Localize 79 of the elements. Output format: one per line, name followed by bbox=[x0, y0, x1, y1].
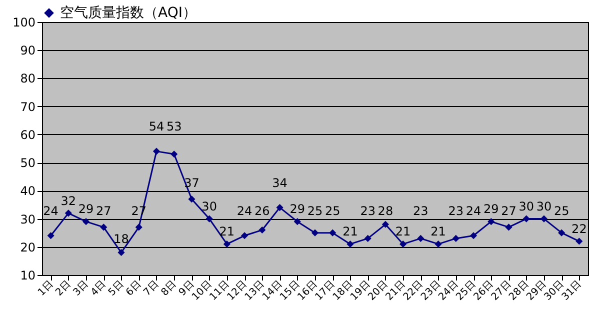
data-label: 24 bbox=[43, 204, 58, 218]
point bbox=[170, 150, 178, 158]
point bbox=[364, 234, 372, 242]
data-label: 21 bbox=[219, 224, 235, 239]
point bbox=[258, 226, 266, 234]
point bbox=[276, 204, 284, 212]
data-label: 27 bbox=[501, 204, 516, 218]
point bbox=[64, 210, 72, 217]
y-tick-label: 10 bbox=[20, 268, 36, 282]
x-tick-label: 1日 bbox=[36, 278, 56, 298]
point bbox=[488, 218, 495, 226]
x-tick-label: 5日 bbox=[106, 278, 126, 298]
point bbox=[540, 215, 548, 222]
point bbox=[135, 224, 142, 231]
point bbox=[152, 148, 160, 155]
data-label: 25 bbox=[324, 204, 340, 218]
point bbox=[470, 232, 478, 240]
x-tick-label: 7日 bbox=[142, 278, 162, 298]
data-label: 26 bbox=[254, 204, 270, 218]
y-tick-label: 30 bbox=[20, 212, 36, 226]
point bbox=[100, 224, 108, 231]
point bbox=[188, 196, 196, 203]
point bbox=[505, 224, 512, 231]
data-label: 18 bbox=[114, 232, 129, 246]
point bbox=[417, 234, 424, 242]
data-label: 24 bbox=[466, 204, 482, 218]
point bbox=[452, 234, 460, 242]
data-label: 29 bbox=[78, 202, 94, 216]
y-tick-label: 50 bbox=[20, 156, 36, 170]
data-label: 32 bbox=[60, 194, 76, 208]
data-label: 28 bbox=[378, 204, 394, 218]
x-tick-label: 2日 bbox=[54, 278, 74, 298]
data-label: 34 bbox=[272, 176, 288, 190]
data-label: 23 bbox=[360, 204, 376, 218]
data-label: 29 bbox=[290, 202, 306, 216]
data-label: 53 bbox=[166, 120, 182, 134]
data-label: 21 bbox=[395, 224, 411, 239]
point bbox=[576, 238, 583, 245]
data-label: 23 bbox=[448, 204, 464, 218]
data-label: 30 bbox=[518, 199, 534, 214]
point bbox=[400, 240, 407, 248]
data-label: 30 bbox=[202, 199, 217, 214]
point bbox=[118, 248, 125, 256]
data-label: 27 bbox=[96, 204, 112, 218]
point bbox=[311, 229, 319, 236]
y-tick-label: 80 bbox=[20, 72, 36, 86]
point bbox=[434, 240, 442, 248]
point bbox=[206, 215, 213, 222]
y-tick-label: 20 bbox=[20, 240, 36, 254]
data-label: 54 bbox=[148, 120, 164, 134]
point bbox=[346, 240, 354, 248]
y-tick-label: 70 bbox=[20, 100, 36, 114]
point bbox=[522, 215, 530, 222]
point bbox=[294, 218, 301, 226]
y-tick-label: 100 bbox=[12, 16, 36, 30]
data-label: 22 bbox=[572, 222, 587, 236]
point bbox=[241, 232, 248, 240]
x-tick-label: 6日 bbox=[124, 278, 144, 298]
data-label: 23 bbox=[413, 204, 428, 218]
x-tick-label: 3日 bbox=[71, 278, 91, 298]
point bbox=[47, 232, 54, 240]
data-label: 21 bbox=[342, 224, 358, 239]
x-tick-label: 8日 bbox=[159, 278, 179, 298]
x-tick-label: 4日 bbox=[89, 278, 108, 298]
data-label: 29 bbox=[483, 202, 499, 216]
point bbox=[223, 240, 230, 248]
data-label: 25 bbox=[307, 204, 323, 218]
data-label: 24 bbox=[236, 204, 252, 218]
data-label: 25 bbox=[554, 204, 570, 218]
y-tick-label: 90 bbox=[20, 44, 36, 58]
y-tick-label: 40 bbox=[20, 184, 36, 198]
point bbox=[558, 229, 566, 236]
point bbox=[82, 218, 90, 226]
data-label: 21 bbox=[430, 224, 446, 239]
y-tick-label: 60 bbox=[20, 128, 36, 142]
point bbox=[329, 229, 336, 236]
legend-label: 空气质量指数（AQI） bbox=[60, 5, 196, 21]
data-label: 30 bbox=[536, 199, 552, 214]
point bbox=[382, 220, 389, 228]
